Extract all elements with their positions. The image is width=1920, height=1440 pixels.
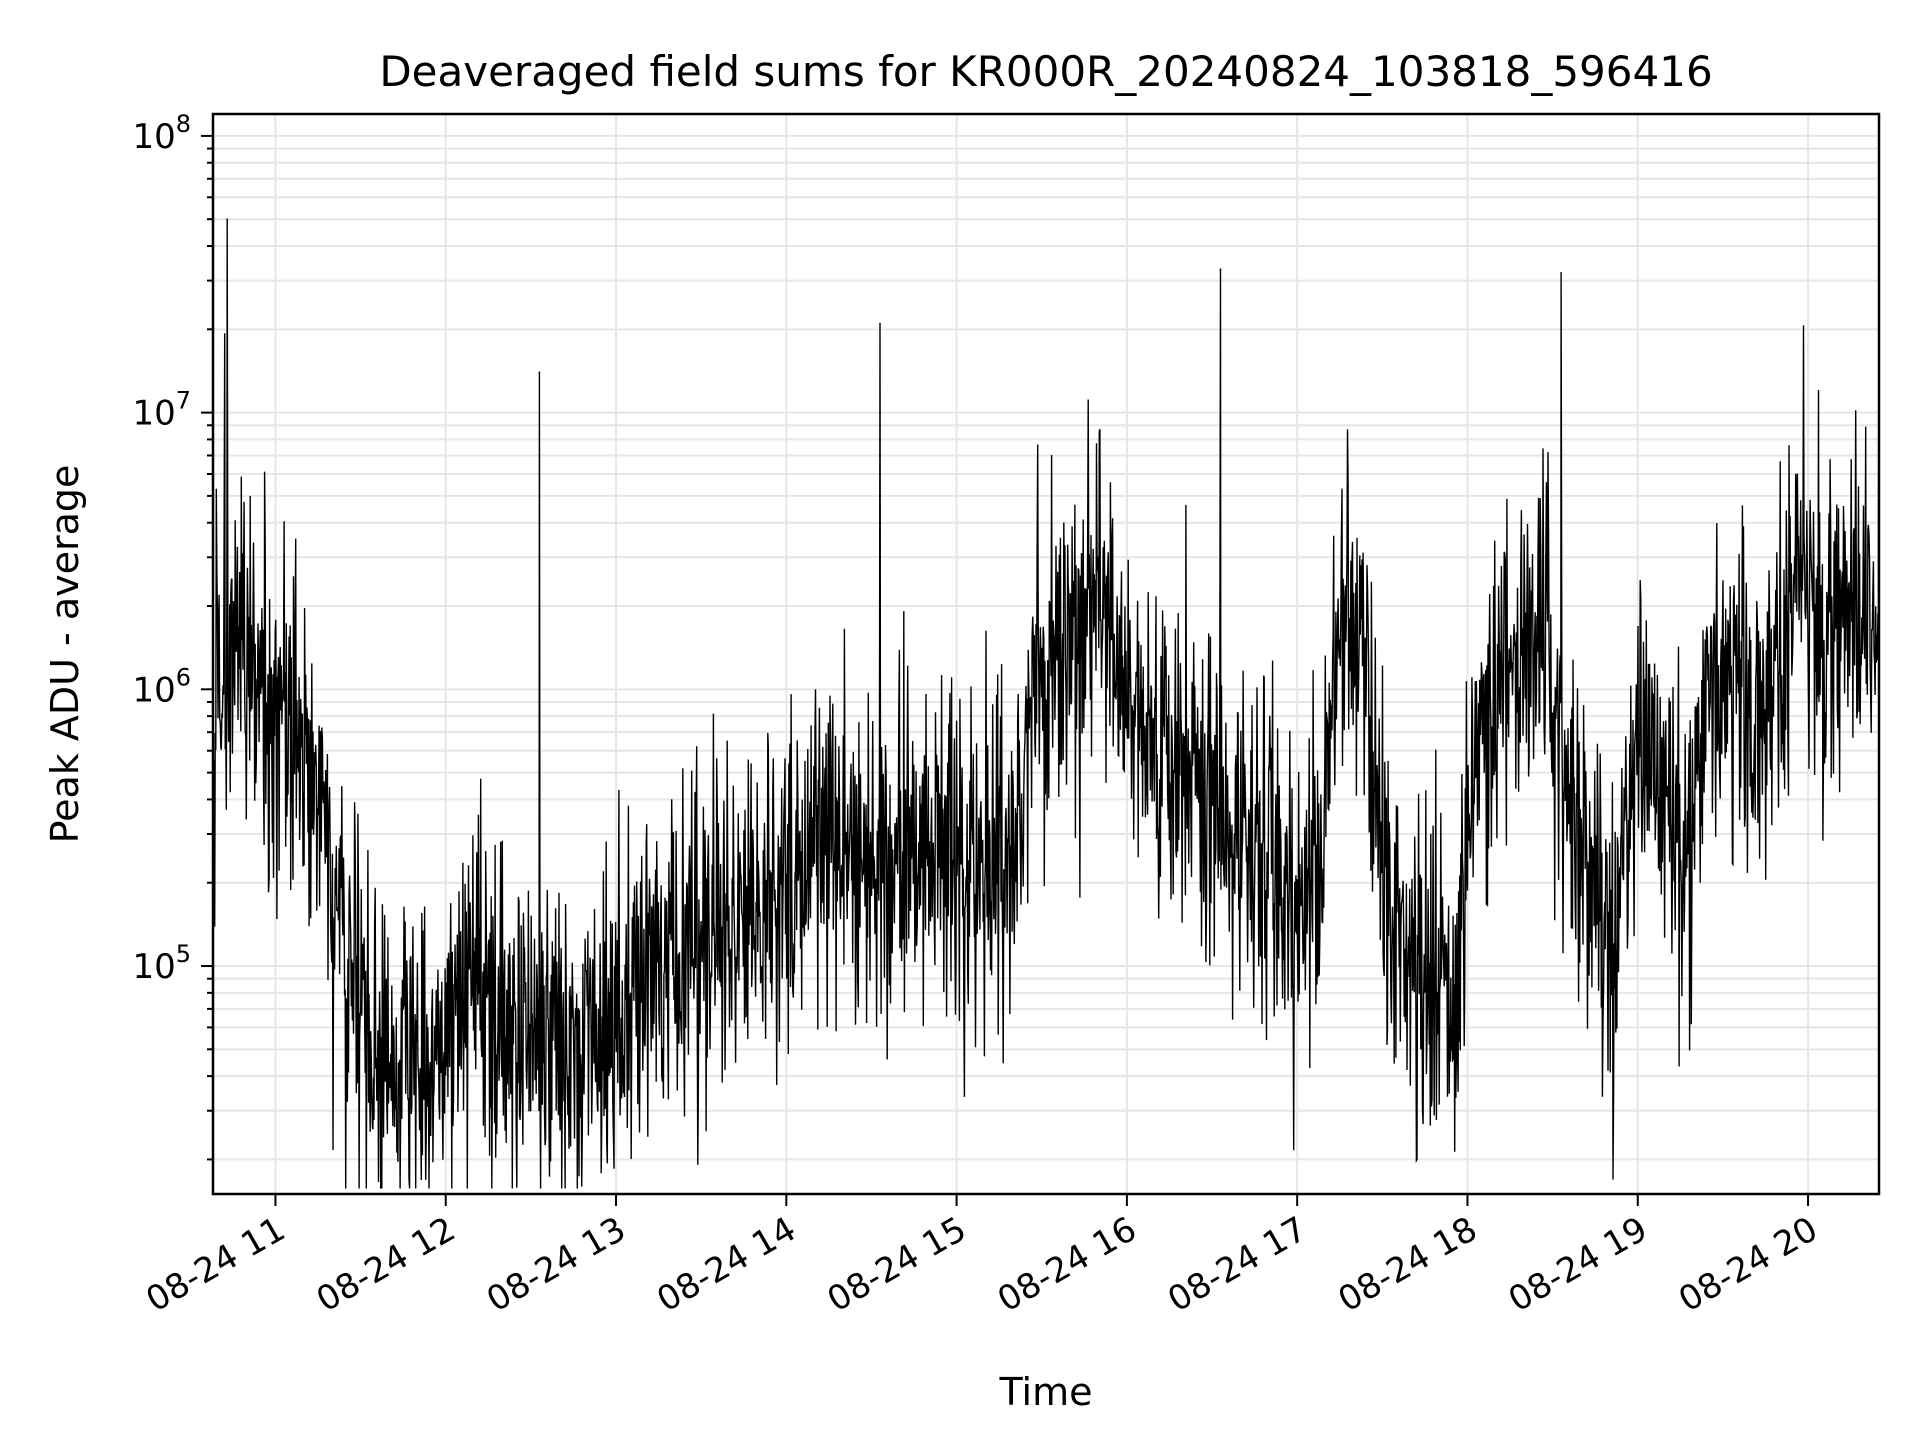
spike-point (1560, 272, 1562, 274)
y-tick-label: 108 (132, 110, 191, 157)
y-tick-base: 10 (132, 670, 175, 710)
y-axis-label: Peak ADU - average (43, 465, 87, 844)
y-tick-base: 10 (132, 117, 175, 157)
spike-point (1219, 268, 1222, 270)
spike-point (879, 322, 881, 325)
y-tick-exponent: 7 (176, 387, 191, 415)
spike-point (226, 218, 228, 221)
y-tick-exponent: 8 (176, 110, 191, 138)
spike-point (538, 371, 541, 373)
series-line (212, 162, 1880, 1189)
y-tick-base: 10 (132, 947, 175, 987)
x-axis-label: Time (999, 1370, 1093, 1414)
y-tick-label: 105 (132, 940, 191, 987)
y-tick-label: 107 (132, 387, 191, 434)
chart-title: Deaveraged field sums for KR000R_2024082… (379, 47, 1712, 96)
y-tick-exponent: 5 (176, 940, 191, 968)
y-tick-label: 106 (132, 663, 191, 710)
plot-frame (211, 112, 1881, 1196)
y-tick-base: 10 (132, 394, 175, 434)
y-tick-exponent: 6 (176, 663, 191, 691)
